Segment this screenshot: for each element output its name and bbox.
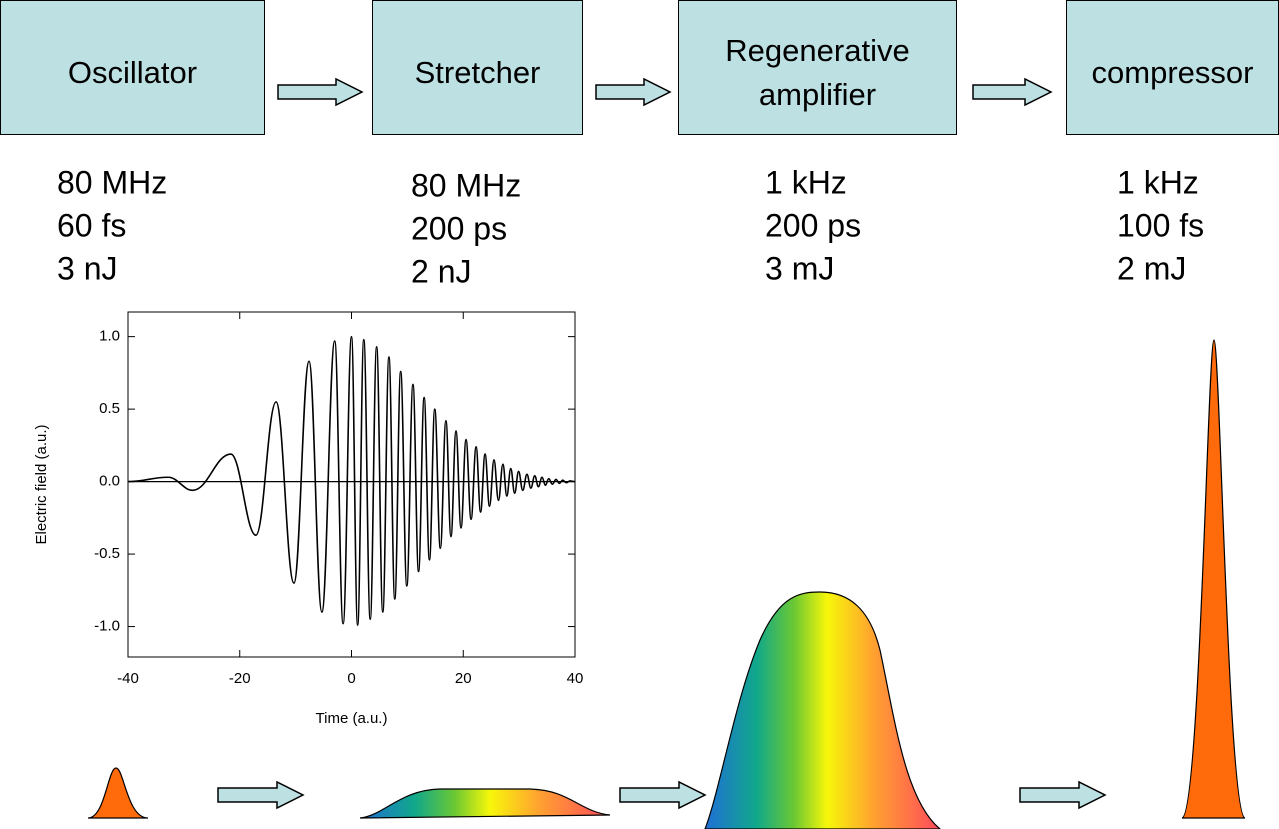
y-tick-label: 1.0 [99, 328, 120, 345]
x-tick-label: 20 [455, 670, 472, 687]
stage-spec: 200 ps [765, 207, 861, 243]
arrow [595, 77, 672, 107]
arrow [217, 780, 305, 810]
compressed-pulse [1181, 339, 1246, 819]
amplified-pulse [704, 591, 941, 829]
stage-spec: 80 MHz [411, 167, 521, 203]
stage-spec: 2 mJ [1117, 250, 1186, 286]
stage-box [0, 0, 265, 135]
stage-spec: 1 kHz [1117, 164, 1199, 200]
y-tick-label: -1.0 [94, 618, 120, 635]
waveform [127, 335, 576, 626]
stage-spec: 60 fs [57, 207, 126, 243]
y-axis-label: Electric field (a.u.) [33, 424, 50, 544]
y-tick-label: 0.0 [99, 473, 120, 490]
arrow [619, 780, 707, 810]
arrow [972, 77, 1053, 107]
stage-spec: 80 MHz [57, 164, 167, 200]
x-tick-label: -20 [229, 670, 251, 687]
y-tick-label: -0.5 [94, 545, 120, 562]
x-tick-label: -40 [117, 670, 139, 687]
short-pulse [87, 767, 149, 819]
stage-spec: 1 kHz [765, 164, 847, 200]
stage-box [1066, 0, 1279, 135]
stage-spec: 3 nJ [57, 250, 117, 286]
x-tick-label: 0 [347, 670, 355, 687]
stage-spec: 2 nJ [411, 253, 471, 289]
x-axis-label: Time (a.u.) [316, 710, 388, 727]
stage-label: Oscillator [68, 55, 197, 90]
arrow [277, 77, 364, 107]
x-tick-label: 40 [567, 670, 584, 687]
stage-label: Stretcher [415, 55, 541, 90]
stage-spec: 3 mJ [765, 250, 834, 286]
arrow [1019, 780, 1107, 810]
stage-spec: 200 ps [411, 210, 507, 246]
y-tick-label: 0.5 [99, 400, 120, 417]
stage-label: amplifier [759, 77, 876, 112]
stage-box [372, 0, 583, 135]
stage-box [678, 0, 957, 135]
stage-label: compressor [1092, 55, 1254, 90]
stretched-pulse [359, 788, 611, 819]
stage-label: Regenerative [725, 33, 909, 68]
stage-spec: 100 fs [1117, 207, 1204, 243]
